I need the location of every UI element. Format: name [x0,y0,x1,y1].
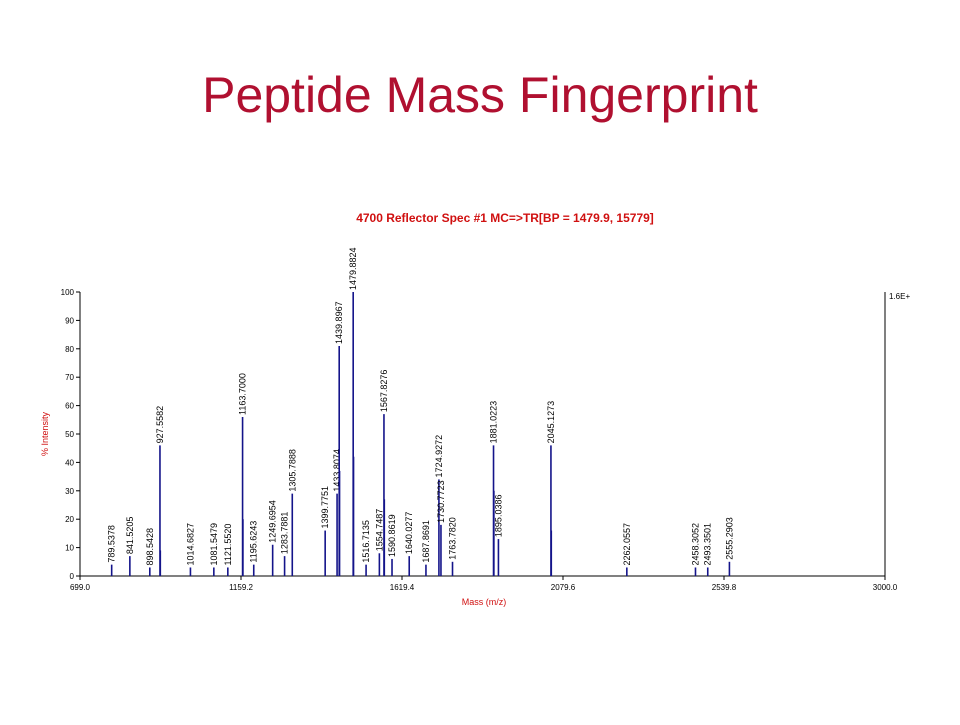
peak-label: 1121.5520 [223,524,233,566]
x-tick-label: 1159.2 [229,583,253,592]
peak-label: 1014.6827 [185,523,195,566]
x-tick-label: 699.0 [70,583,91,592]
slide-title: Peptide Mass Fingerprint [202,67,758,123]
peak-label: 2555.2903 [724,517,734,560]
peak-label: 789.5378 [107,525,117,563]
peak-label: 1590.8619 [387,514,397,557]
peak-label: 927.5582 [155,406,165,444]
x-tick-label: 2079.6 [551,583,576,592]
peak-label: 1763.7820 [448,517,458,560]
peak-label: 1554.7487 [374,509,384,552]
peak-label: 1687.8691 [421,520,431,563]
peak-label: 841.5205 [125,517,135,555]
y-tick-label: 50 [65,430,74,439]
y-tick-label: 10 [65,544,74,553]
chart-title: 4700 Reflector Spec #1 MC=>TR[BP = 1479.… [356,211,654,225]
peak-label: 1433.8074 [332,449,342,492]
peak-label: 1283.7881 [280,512,290,555]
peak-label: 1730.7723 [436,480,446,523]
peak-label: 1479.8824 [348,247,358,290]
peak-label: 2493.3501 [703,523,713,566]
x-tick-label: 1619.4 [390,583,415,592]
peak-label: 1724.9272 [434,435,444,478]
peak-label: 1881.0223 [489,401,499,444]
peak-label: 1081.5479 [209,523,219,566]
y-tick-label: 70 [65,373,74,382]
y-tick-label: 0 [70,572,75,581]
y-tick-label: 20 [65,515,74,524]
y-tick-label: 90 [65,316,74,325]
peak-label: 2045.1273 [546,401,556,444]
peak-label: 2458.3052 [690,523,700,566]
y-tick-label: 60 [65,402,74,411]
peak-label: 1567.8276 [379,370,389,413]
peak-label: 1399.7751 [320,486,330,529]
peak-label: 1305.7888 [287,449,297,492]
y-axis-label: % Intensity [40,411,50,456]
peak-label: 1895.0386 [493,495,503,538]
x-tick-label: 3000.0 [873,583,898,592]
peak-label: 1640.0277 [404,512,414,555]
peak-label: 1516.7135 [361,520,371,563]
peak-label: 2262.0557 [622,523,632,566]
y2-axis-label: 1.6E+ [889,292,910,301]
peak-label: 1249.6954 [268,500,278,543]
peak-label: 1163.7000 [238,373,248,415]
y-tick-label: 80 [65,345,74,354]
y-tick-label: 30 [65,487,74,496]
x-axis-label: Mass (m/z) [462,597,507,607]
x-tick-label: 2539.8 [712,583,737,592]
peak-label: 1439.8967 [334,301,344,344]
y-tick-label: 100 [61,288,75,297]
y-tick-label: 40 [65,458,74,467]
peak-label: 898.5428 [145,528,155,566]
peak-label: 1195.6243 [249,521,259,563]
